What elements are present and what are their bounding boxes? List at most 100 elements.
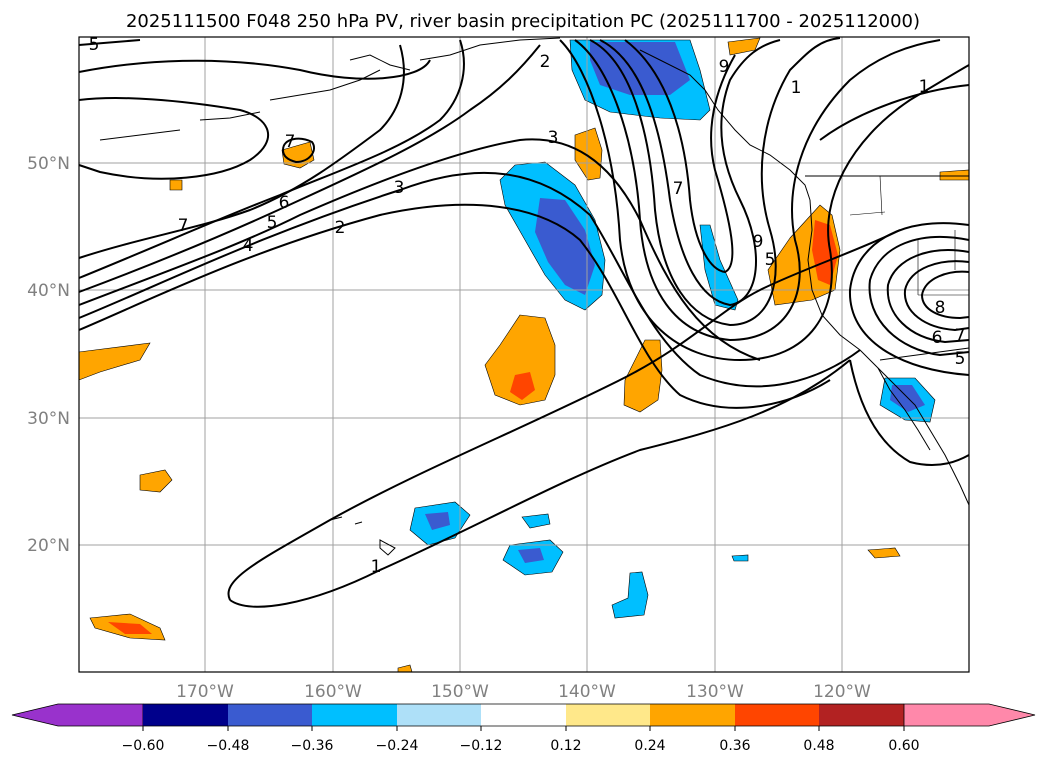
latitude-labels: 50°N 40°N 30°N 20°N <box>27 154 70 556</box>
contour-labels: 5 2 9 1 1 7 3 6 7 3 5 4 2 7 9 5 8 6 7 5 … <box>89 35 966 577</box>
contour-label: 1 <box>919 77 930 97</box>
precip-blob-off-coast <box>623 339 663 413</box>
colorbar-extend-low <box>11 703 144 727</box>
colorbar-outline <box>143 703 904 727</box>
colorbar-segment <box>481 704 566 726</box>
precip-blob-tiny-east <box>939 169 970 181</box>
colorbar-tick-label: −0.48 <box>207 738 250 754</box>
precip-shading <box>78 37 970 673</box>
precip-blob-mid-pacific-red <box>510 372 535 400</box>
coastline-baja <box>877 367 931 451</box>
lon-label: 140°W <box>558 682 616 702</box>
pv-contour-5b <box>78 39 270 180</box>
lat-label: 40°N <box>27 281 70 301</box>
contour-label: 9 <box>719 57 730 77</box>
coastline-us-west <box>807 199 970 506</box>
lon-label: 170°W <box>176 682 234 702</box>
precip-blob-baja-core <box>890 385 925 412</box>
lat-label: 20°N <box>27 536 70 556</box>
colorbar-segment <box>397 704 481 726</box>
border-us-mexico <box>879 347 970 361</box>
contour-label: 2 <box>540 52 551 72</box>
contour-label: 7 <box>955 326 966 346</box>
pv-contour-south-east <box>849 359 970 466</box>
colorbar-tick-label: −0.24 <box>376 738 419 754</box>
colorbar-segment <box>228 704 312 726</box>
colorbar-tick-label: 0.12 <box>550 738 581 754</box>
colorbar-segment <box>312 704 397 726</box>
precip-blob-south-west-red <box>108 622 152 634</box>
precip-blob-small-east <box>521 513 551 529</box>
precip-blob-tropic-blue <box>611 571 649 619</box>
pv-contour-3 <box>78 171 861 388</box>
colorbar-tick-labels: −0.60 −0.48 −0.36 −0.24 −0.12 0.12 0.24 … <box>122 738 920 754</box>
colorbar-segment <box>819 704 904 726</box>
precip-blob-small-tropic <box>731 554 749 562</box>
contour-label: 4 <box>243 236 254 256</box>
pv-contour-trough-5 <box>559 39 970 362</box>
colorbar-segment <box>735 704 819 726</box>
pv-contour-low-5 <box>848 222 970 376</box>
precip-blob-west-orange-small <box>139 469 173 493</box>
contour-label: 5 <box>765 250 776 270</box>
contour-label: 7 <box>673 179 684 199</box>
contour-label: 6 <box>279 193 290 213</box>
pv-contour-1 <box>227 229 901 601</box>
lon-label: 130°W <box>686 682 744 702</box>
colorbar: −0.60 −0.48 −0.36 −0.24 −0.12 0.12 0.24 … <box>11 703 1036 754</box>
pv-contour-low-1 <box>868 236 970 357</box>
pv-contour-trough-4 <box>624 39 736 274</box>
contour-label: 9 <box>753 232 764 252</box>
graticule <box>79 37 969 672</box>
contour-label: 2 <box>335 218 346 238</box>
pv-contours <box>78 37 970 608</box>
contour-label: 1 <box>791 78 802 98</box>
colorbar-segment <box>566 704 650 726</box>
contour-label: 7 <box>178 216 189 236</box>
pv-contour-2 <box>78 203 831 409</box>
pv-contour-4 <box>78 138 761 361</box>
coastline-alaska <box>99 37 561 141</box>
contour-label: 5 <box>955 349 966 369</box>
pv-contour-5 <box>78 44 541 293</box>
precip-blob-gulf-of-alaska-core <box>590 42 690 95</box>
pv-contour-low-4 <box>920 270 970 320</box>
pv-contour-7 <box>78 44 405 259</box>
pv-contour-ridge-east <box>819 84 970 141</box>
precip-blob-mid-pacific-orange <box>484 314 556 406</box>
colorbar-ticks <box>142 726 905 731</box>
lat-label: 50°N <box>27 154 70 174</box>
colorbar-tick-label: 0.60 <box>888 738 919 754</box>
contour-label: 3 <box>394 178 405 198</box>
longitude-labels: 170°W 160°W 150°W 140°W 130°W 120°W <box>176 682 871 702</box>
pv-contour-trough-1 <box>599 39 781 307</box>
pv-contour-6 <box>78 39 465 279</box>
contour-label: 8 <box>935 298 946 318</box>
pv-contour-trough-3 <box>574 39 941 342</box>
contour-label: 5 <box>267 213 278 233</box>
pv-contour-7b <box>78 59 431 80</box>
lat-label: 30°N <box>27 409 70 429</box>
precip-blob-hawaii-west-core <box>425 512 450 530</box>
pv-contour-low-3 <box>903 260 970 332</box>
lon-label: 150°W <box>431 682 489 702</box>
pv-contour-trough-2 <box>589 37 841 327</box>
pv-contour-low-2 <box>886 249 970 344</box>
colorbar-tick-label: 0.48 <box>803 738 834 754</box>
lon-label: 120°W <box>813 682 871 702</box>
pv-contour-aleutian-closed <box>281 137 315 164</box>
colorbar-segment <box>143 704 228 726</box>
colorbar-tick-label: −0.36 <box>291 738 334 754</box>
contour-label: 7 <box>285 132 296 152</box>
contour-label: 3 <box>548 128 559 148</box>
precip-blob-dateline <box>169 179 183 191</box>
precip-blob-aleutian <box>281 141 315 169</box>
precip-blob-small-sw <box>867 547 901 559</box>
contour-label: 5 <box>89 35 100 55</box>
precip-blob-ne-pacific-core <box>535 198 595 295</box>
colorbar-tick-label: −0.12 <box>460 738 503 754</box>
colorbar-segment <box>650 704 735 726</box>
precip-blob-hawaii-south-core <box>518 548 544 563</box>
colorbar-tick-label: 0.24 <box>634 738 665 754</box>
